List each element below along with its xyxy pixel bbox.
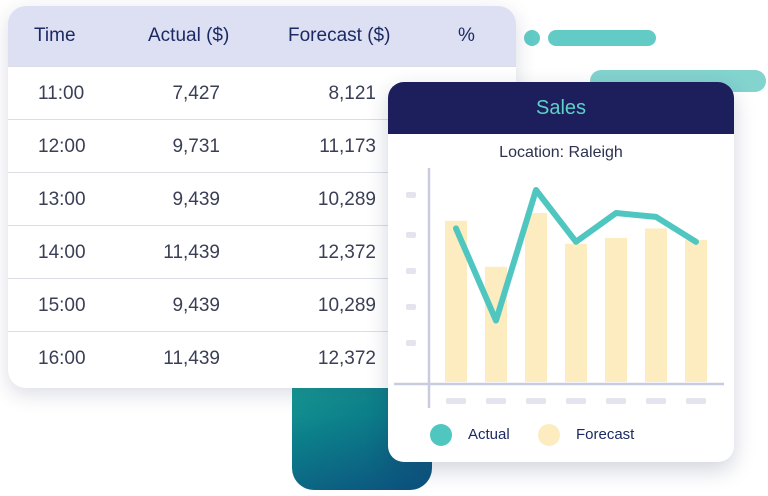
x-tick-placeholder bbox=[486, 398, 506, 404]
chart-legend: Actual Forecast bbox=[430, 422, 710, 446]
forecast-bar bbox=[445, 220, 467, 382]
sales-chart-card: Sales Location: Raleigh Actual Forecast bbox=[388, 82, 734, 462]
location-label: Location: Raleigh bbox=[499, 144, 623, 161]
forecast-bar bbox=[605, 238, 627, 382]
table-row[interactable]: 16:00 11,439 12,372 bbox=[8, 331, 516, 385]
x-axis-ticks bbox=[446, 398, 706, 404]
y-tick-placeholder bbox=[406, 192, 416, 198]
cell-actual: 9,439 bbox=[172, 189, 220, 210]
cell-actual: 7,427 bbox=[172, 83, 220, 104]
actual-series-line bbox=[453, 187, 699, 324]
sales-card-title: Sales bbox=[388, 82, 734, 134]
cell-forecast: 12,372 bbox=[317, 242, 376, 263]
table-header: Time Actual ($) Forecast ($) % bbox=[8, 6, 516, 67]
y-tick-placeholder bbox=[406, 340, 416, 346]
x-tick-placeholder bbox=[566, 398, 586, 404]
y-tick-placeholder bbox=[406, 304, 416, 310]
forecast-bars bbox=[445, 213, 707, 382]
forecast-bar bbox=[645, 228, 667, 382]
cell-forecast: 10,289 bbox=[317, 295, 376, 316]
cell-actual: 11,439 bbox=[163, 348, 220, 369]
cell-actual: 11,439 bbox=[163, 242, 220, 263]
y-tick-placeholder bbox=[406, 268, 416, 274]
x-tick-placeholder bbox=[446, 398, 466, 404]
y-axis-ticks bbox=[406, 192, 416, 346]
forecast-bar bbox=[565, 243, 587, 382]
table-row[interactable]: 13:00 9,439 10,289 bbox=[8, 172, 516, 226]
column-header-time[interactable]: Time bbox=[34, 25, 76, 46]
cell-time: 13:00 bbox=[38, 189, 86, 210]
cell-time: 12:00 bbox=[38, 136, 86, 157]
x-tick-placeholder bbox=[686, 398, 706, 404]
legend-actual-label: Actual bbox=[468, 426, 510, 443]
column-header-forecast[interactable]: Forecast ($) bbox=[288, 25, 391, 46]
table-row[interactable]: 15:00 9,439 10,289 bbox=[8, 278, 516, 332]
cell-actual: 9,731 bbox=[172, 136, 220, 157]
forecast-bar bbox=[485, 266, 507, 382]
table-row[interactable]: 11:00 7,427 8,121 bbox=[8, 66, 516, 120]
legend-actual-marker bbox=[430, 424, 452, 446]
decorative-dot bbox=[524, 30, 540, 46]
x-tick-placeholder bbox=[526, 398, 546, 404]
cell-time: 15:00 bbox=[38, 295, 86, 316]
cell-forecast: 10,289 bbox=[317, 189, 376, 210]
legend-forecast-marker bbox=[538, 424, 560, 446]
column-header-actual[interactable]: Actual ($) bbox=[148, 25, 230, 46]
sales-chart bbox=[394, 168, 724, 408]
cell-time: 11:00 bbox=[38, 83, 85, 104]
cell-time: 16:00 bbox=[38, 348, 86, 369]
forecast-bar bbox=[685, 239, 707, 382]
y-tick-placeholder bbox=[406, 232, 416, 238]
cell-actual: 9,439 bbox=[172, 295, 220, 316]
cell-forecast: 8,121 bbox=[328, 83, 376, 104]
cell-forecast: 11,173 bbox=[319, 136, 376, 157]
sales-table-card: Time Actual ($) Forecast ($) % 11:00 7,4… bbox=[8, 6, 516, 388]
table-row[interactable]: 14:00 11,439 12,372 bbox=[8, 225, 516, 279]
decorative-pill bbox=[548, 30, 656, 46]
x-tick-placeholder bbox=[646, 398, 666, 404]
cell-forecast: 12,372 bbox=[317, 348, 376, 369]
x-tick-placeholder bbox=[606, 398, 626, 404]
column-header-percent[interactable]: % bbox=[458, 25, 475, 46]
table-row[interactable]: 12:00 9,731 11,173 bbox=[8, 119, 516, 173]
legend-forecast-label: Forecast bbox=[576, 426, 635, 443]
cell-time: 14:00 bbox=[38, 242, 86, 263]
forecast-bar bbox=[525, 213, 547, 382]
